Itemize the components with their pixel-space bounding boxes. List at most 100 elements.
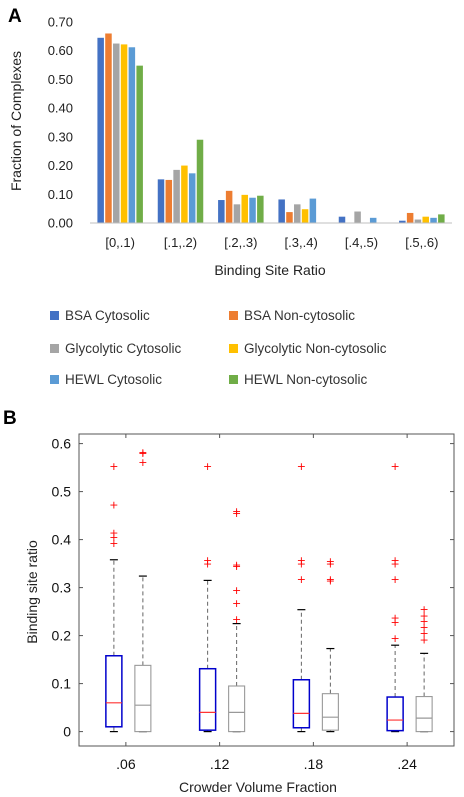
panel-b-boxes: +++++ ++++++++++++++++++++++++++++++++++ [105,446,433,733]
panel-b-x-tick-label: .06 [116,756,136,772]
box-non-cytosolic-24: ++++++ [415,603,433,733]
outlier-marker: + [326,555,335,568]
panel-a-bars [97,33,445,224]
bar-glycolytic-cytosolic-5 [354,211,361,223]
bar-glycolytic-cytosolic-3 [233,204,241,223]
bar-bsa-cytosolic-6 [399,220,406,223]
bar-hewl-cytosolic-1 [128,47,136,223]
box-iqr [386,696,404,732]
panel-a-x-tick-label: [.4,.5) [345,235,378,250]
panel-a-legend: BSA Cytosolic BSA Non-cytosolic Glycolytic… [50,308,387,387]
outlier-marker: + [138,447,147,460]
panel-a-y-tick-label: 0.30 [48,129,73,144]
outlier-marker: + [232,507,241,520]
outlier-marker: + [297,573,306,586]
legend-swatch [229,344,238,353]
box-iqr [228,685,246,733]
panel-a-x-tick-label: [.1,.2) [164,235,197,250]
outlier-marker: + [138,446,147,459]
panel-a-y-tick-labels: 0.00 0.10 0.20 0.30 0.40 0.50 0.60 0.70 [48,15,73,231]
box-iqr [134,664,152,733]
bar-hewl-cytosolic-6 [430,217,437,223]
bar-hewl-cytosolic-3 [249,197,256,223]
bar-glycolytic-cytosolic-4 [294,204,301,223]
outlier-marker: + [232,559,241,572]
panel-a: A 0.00 0.10 0.20 0.30 0.40 0.50 0.60 0.70 [0,.1… [8,6,452,387]
outlier-marker: + [420,603,429,616]
bar-bsa-non-cytosolic-6 [406,212,414,223]
outlier-marker: + [420,615,429,628]
outlier-marker: + [203,558,212,571]
bar-hewl-non-cytosolic-1 [136,65,143,223]
bar-bsa-non-cytosolic-4 [286,212,293,223]
legend-label: HEWL Non-cytosolic [244,372,368,387]
outlier-marker: + [109,460,118,473]
panel-a-y-tick-label: 0.20 [48,158,73,173]
legend-label: Glycolytic Cytosolic [65,341,182,356]
outlier-marker: + [297,554,306,567]
outlier-marker: + [420,621,429,634]
bar-hewl-non-cytosolic-3 [257,195,264,223]
panel-a-y-tick-label: 0.60 [48,43,73,58]
outlier-marker: + [232,560,241,573]
panel-b-y-tick-label: 0.4 [52,532,72,548]
outlier-marker: + [391,558,400,571]
panel-b-x-tick-label: .24 [397,756,417,772]
panel-b-x-tick-label: .12 [210,756,230,772]
panel-b-letter: B [3,408,17,429]
box-cytosolic-12: +++ [198,460,217,733]
panel-a-x-tick-labels: [0,.1) [.1,.2) [.2,.3) [.3,.4) [.4,.5) [.5,.6… [105,235,438,250]
panel-a-x-tick-label: [.5,.6) [405,235,438,250]
legend-swatch [229,375,238,384]
legend-swatch [50,344,59,353]
outlier-marker: + [326,573,335,586]
panel-a-x-tick-label: [.2,.3) [224,235,257,250]
legend-item-glycolytic-non-cytosolic: Glycolytic Non-cytosolic [229,341,387,356]
box-cytosolic-18: ++++ [292,460,311,733]
outlier-marker: + [232,505,241,518]
outlier-marker: + [138,456,147,469]
outlier-marker: + [109,499,118,512]
outlier-marker: + [203,460,212,473]
outlier-marker: + [420,627,429,640]
box-iqr [105,655,123,728]
bar-hewl-non-cytosolic-6 [438,214,445,223]
outlier-marker: + [391,632,400,645]
bar-bsa-non-cytosolic-1 [105,33,112,223]
bar-glycolytic-cytosolic-1 [113,43,120,224]
bar-bsa-non-cytosolic-3 [225,190,233,223]
box-cytosolic-06: +++++ [105,460,123,733]
panel-b-y-axis-title: Binding site ratio [24,540,40,644]
bar-hewl-cytosolic-2 [188,173,196,223]
panel-a-letter: A [8,6,22,27]
bar-bsa-non-cytosolic-2 [165,179,173,223]
outlier-marker: + [203,554,212,567]
legend-label: BSA Cytosolic [65,308,150,323]
box-non-cytosolic-18: ++++ [321,555,339,733]
legend-swatch [229,311,238,320]
panel-b-x-axis-title: Crowder Volume Fraction [179,779,337,795]
panel-b-x-tick-label: .18 [304,756,324,772]
bar-glycolytic-cytosolic-6 [414,219,422,223]
bar-bsa-cytosolic-1 [97,37,104,223]
outlier-marker: + [109,531,118,544]
bar-hewl-cytosolic-5 [369,217,377,223]
bar-hewl-non-cytosolic-2 [196,139,204,223]
bar-glycolytic-non-cytosolic-4 [301,209,309,223]
outlier-marker: + [420,633,429,646]
panel-b-plot-frame [78,433,455,747]
legend-label: Glycolytic Non-cytosolic [244,341,387,356]
outlier-marker: + [297,558,306,571]
legend-item-bsa-non-cytosolic: BSA Non-cytosolic [229,308,355,323]
legend-label: BSA Non-cytosolic [244,308,355,323]
panel-b: B 00.10.20.30.40.50.6 .06.12.18.24 +++++… [3,408,455,795]
box-cytosolic-24: +++++++ [386,460,404,733]
outlier-marker: + [391,611,400,624]
outlier-marker: + [297,460,306,473]
bar-hewl-cytosolic-4 [309,198,317,223]
outlier-marker: + [420,609,429,622]
panel-b-y-tick-label: 0.5 [52,484,72,500]
bar-bsa-cytosolic-2 [157,179,165,223]
legend-item-glycolytic-cytosolic: Glycolytic Cytosolic [50,341,182,356]
panel-b-y-tick-label: 0.1 [52,676,72,692]
